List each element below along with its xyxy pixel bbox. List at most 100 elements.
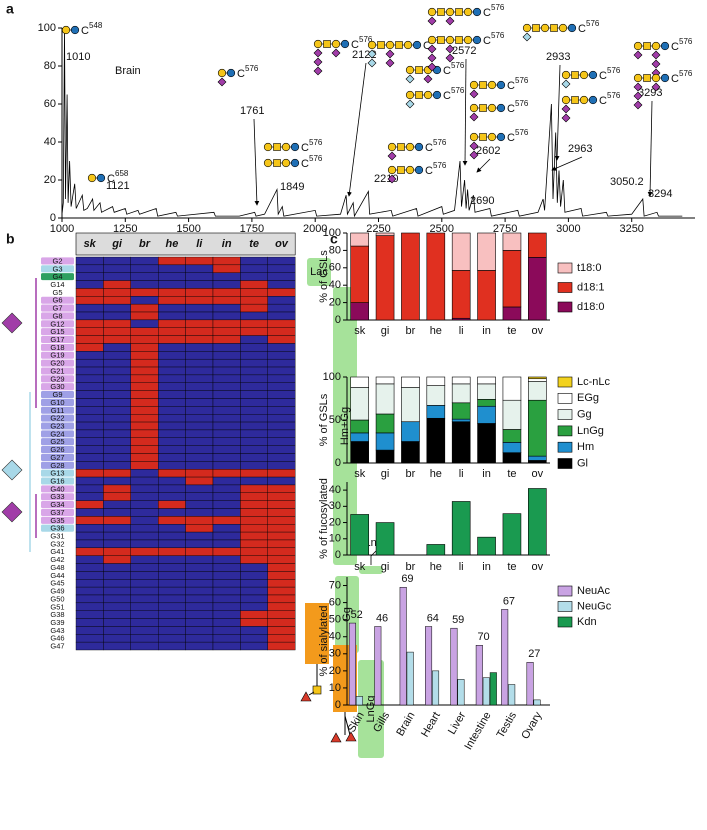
total-label: 69 <box>401 573 413 585</box>
y-tick-label: 100 <box>323 371 341 383</box>
heat-cell <box>185 288 214 297</box>
row-label-bg <box>41 563 74 571</box>
sialic-acid <box>522 32 532 42</box>
row-label-bg <box>41 438 74 446</box>
heat-cell <box>240 398 268 407</box>
legend-label: Gg <box>577 409 592 421</box>
bar-segment <box>375 232 395 236</box>
heat-cell <box>157 398 186 407</box>
row-label-bg <box>41 587 74 595</box>
peak-label: 2933 <box>546 51 570 63</box>
heat-cell <box>267 327 296 336</box>
bar-segment <box>477 376 496 385</box>
row-label-bg <box>41 273 74 281</box>
bar <box>475 645 483 706</box>
ceramide-superscript: 576 <box>515 99 529 108</box>
heat-cell <box>130 351 159 360</box>
row-label-bg <box>41 556 74 564</box>
y-tick-label: 0 <box>335 314 341 326</box>
heat-cell <box>130 429 159 438</box>
peak-label: 2602 <box>476 145 500 157</box>
heat-cell <box>267 429 296 438</box>
heat-cell <box>130 594 159 604</box>
ceramide-superscript: 576 <box>451 61 465 70</box>
row-label-bg <box>41 611 74 619</box>
heat-cell <box>185 311 214 321</box>
heat-cell <box>130 492 159 501</box>
heat-cell <box>212 641 241 651</box>
group-label: LnGg <box>365 696 377 723</box>
sialic-acid <box>313 66 323 76</box>
glucose <box>660 41 670 51</box>
row-label: G23 <box>50 421 64 430</box>
heat-cell <box>212 358 241 368</box>
heat-cell <box>240 484 268 494</box>
heat-cell <box>212 508 241 517</box>
row-label-bg <box>41 343 74 351</box>
heat-cell <box>240 445 268 454</box>
total-label: 46 <box>376 612 388 624</box>
core-bar <box>305 603 329 664</box>
peak-label: 1849 <box>280 181 304 193</box>
heat-cell <box>75 626 104 635</box>
galactose <box>558 23 568 33</box>
ceramide-label: C <box>237 68 245 80</box>
heat-cell <box>267 571 296 580</box>
row-label: G30 <box>50 382 64 391</box>
ceramide-label: C <box>578 23 586 35</box>
heat-cell <box>75 351 104 360</box>
bar <box>533 699 541 706</box>
heat-cell <box>130 311 159 321</box>
legend-swatch <box>557 392 573 404</box>
bar <box>350 514 369 556</box>
glcnac <box>397 166 405 174</box>
heat-cell <box>212 539 241 549</box>
heat-cell <box>130 288 159 297</box>
heat-cell <box>212 626 241 635</box>
legend-swatch <box>557 262 573 274</box>
glucose <box>96 173 106 183</box>
heat-cell <box>240 406 268 415</box>
heat-cell <box>157 374 186 383</box>
bar <box>375 522 395 556</box>
heat-cell <box>157 531 186 541</box>
row-label-bg <box>41 493 74 501</box>
row-label-bg <box>41 485 74 493</box>
panel-label: b <box>6 231 15 247</box>
heat-cell <box>212 516 241 525</box>
heat-cell <box>130 634 159 643</box>
heat-cell <box>157 579 186 588</box>
galactose <box>387 165 397 175</box>
row-label: G27 <box>50 453 64 462</box>
row-label: G46 <box>50 634 64 643</box>
heat-cell <box>240 366 268 376</box>
row-label-bg <box>41 626 74 634</box>
x-tick-label: gi <box>381 561 390 573</box>
heat-cell <box>185 579 214 588</box>
galactose <box>463 7 473 17</box>
row-label-bg <box>41 516 74 524</box>
x-tick-label: Heart <box>419 710 443 739</box>
heat-cell <box>267 374 296 383</box>
x-tick-label: gi <box>381 468 390 480</box>
sialic-icon <box>1 501 23 523</box>
heat-cell <box>267 524 296 533</box>
heat-cell <box>75 414 104 423</box>
heat-cell <box>103 579 132 588</box>
x-tick-label: sk <box>354 561 366 573</box>
header-bg <box>75 232 296 256</box>
peak-arrow <box>647 100 653 197</box>
bar-segment <box>477 405 496 424</box>
row-label: G45 <box>50 579 64 588</box>
x-tick-label: ov <box>532 325 544 337</box>
row-label-bg <box>41 280 74 289</box>
bar-segment <box>375 449 395 464</box>
galactose <box>263 158 273 168</box>
heat-cell <box>157 453 186 462</box>
heat-cell <box>103 382 132 391</box>
heat-cell <box>130 641 159 651</box>
sialic-acid <box>633 82 643 92</box>
heat-cell <box>103 547 132 556</box>
sialic-acid <box>651 59 661 69</box>
